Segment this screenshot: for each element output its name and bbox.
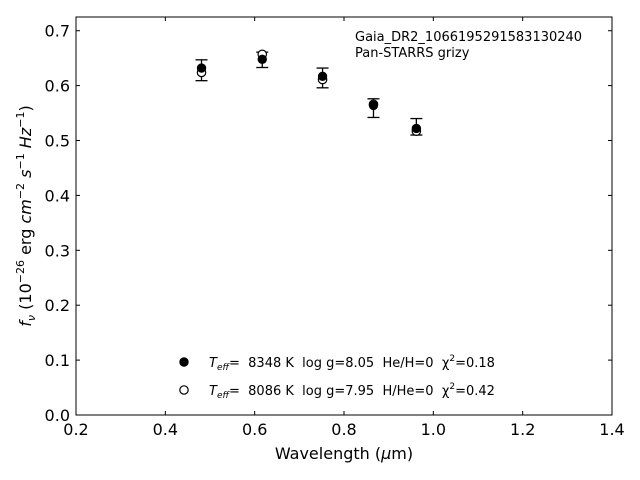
legend-open-marker — [179, 385, 189, 395]
x-tick-label: 1.2 — [510, 420, 535, 439]
x-tick-label: 0.4 — [153, 420, 178, 439]
y-tick-label: 0.2 — [45, 296, 70, 315]
legend-entry-label: Teff= 8086 K log g=7.95 H/He=0 χ2=0.42 — [209, 382, 495, 401]
filled-circle-point — [257, 54, 267, 64]
x-tick-label: 0.8 — [331, 420, 356, 439]
legend-filled-marker — [179, 357, 189, 367]
ticks-layer: 0.2 0.4 0.6 0.8 1.0 1.2 1.4 0.0 0.1 0.2 0.3 0.4 0.5 0… — [45, 17, 625, 439]
x-tick-label: 0.2 — [63, 420, 88, 439]
y-tick-label: 0.3 — [45, 241, 70, 260]
legend-entry-label: Teff= 8348 K log g=8.05 He/H=0 χ2=0.18 — [209, 354, 495, 373]
annotation-object-id: Gaia_DR2_1066195291583130240 — [355, 30, 582, 45]
filled-circle-point — [317, 71, 328, 81]
y-tick-label: 0.7 — [45, 22, 70, 41]
annotation-survey: Pan-STARRS grizy — [355, 46, 470, 61]
y-axis-label: fν (10−26 erg cm−2 s−1 Hz−1) — [14, 105, 38, 326]
legend: Teff= 8348 K log g=8.05 He/H=0 χ2=0.18 Te… — [179, 354, 495, 401]
plot-layer — [195, 49, 423, 136]
y-tick-label: 0.5 — [45, 132, 70, 151]
y-tick-label: 0.6 — [45, 77, 70, 96]
plot-frame — [75, 16, 613, 416]
filled-circle-point — [368, 100, 379, 111]
filled-circle-point — [411, 123, 422, 134]
x-axis-label: Wavelength (µm) — [275, 444, 413, 463]
x-tick-label: 0.6 — [242, 420, 267, 439]
filled-circle-point — [196, 63, 207, 73]
y-tick-label: 0.1 — [45, 351, 70, 370]
x-tick-label: 1.4 — [599, 420, 624, 439]
y-tick-label: 0.4 — [45, 186, 70, 205]
y-tick-label: 0.0 — [45, 406, 70, 425]
x-tick-label: 1.0 — [421, 420, 446, 439]
